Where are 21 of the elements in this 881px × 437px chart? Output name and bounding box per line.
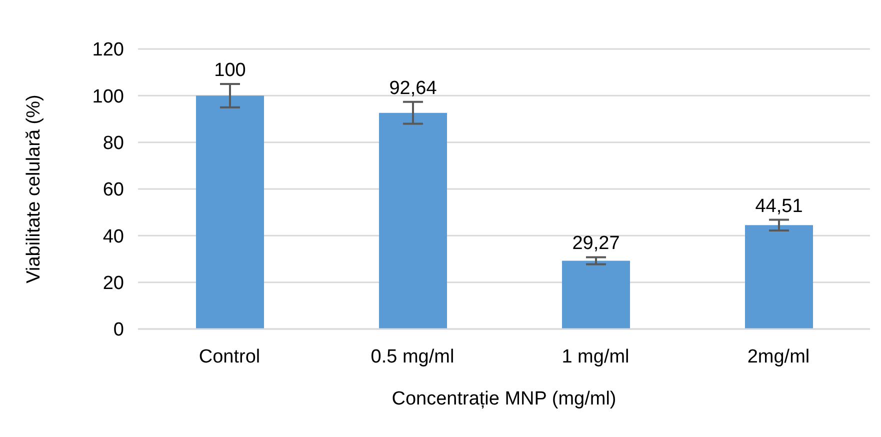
- x-tick-label: 0.5 mg/ml: [370, 346, 454, 368]
- x-tick-label: 1 mg/ml: [562, 346, 630, 368]
- y-tick-label: 40: [102, 226, 124, 248]
- bar: [379, 112, 447, 329]
- y-tick-label: 60: [102, 180, 124, 201]
- x-axis-title: Concentrație MNP (mg/ml): [392, 388, 616, 410]
- bar: [562, 260, 630, 329]
- data-label: 100: [214, 60, 246, 81]
- y-tick-label: 120: [92, 40, 124, 61]
- y-tick-label: 100: [92, 86, 124, 108]
- bar: [745, 225, 813, 329]
- y-tick-label: 0: [113, 320, 124, 341]
- data-label: 44,51: [755, 196, 803, 217]
- data-label: 92,64: [389, 78, 438, 99]
- x-tick-label: 2mg/ml: [747, 346, 810, 368]
- y-tick-label: 80: [102, 133, 124, 154]
- data-label: 29,27: [572, 233, 620, 254]
- y-tick-label: 20: [102, 273, 124, 294]
- bar: [196, 96, 264, 329]
- y-axis-title: Viabilitate celulară (%): [24, 94, 45, 284]
- x-tick-label: Control: [198, 346, 260, 368]
